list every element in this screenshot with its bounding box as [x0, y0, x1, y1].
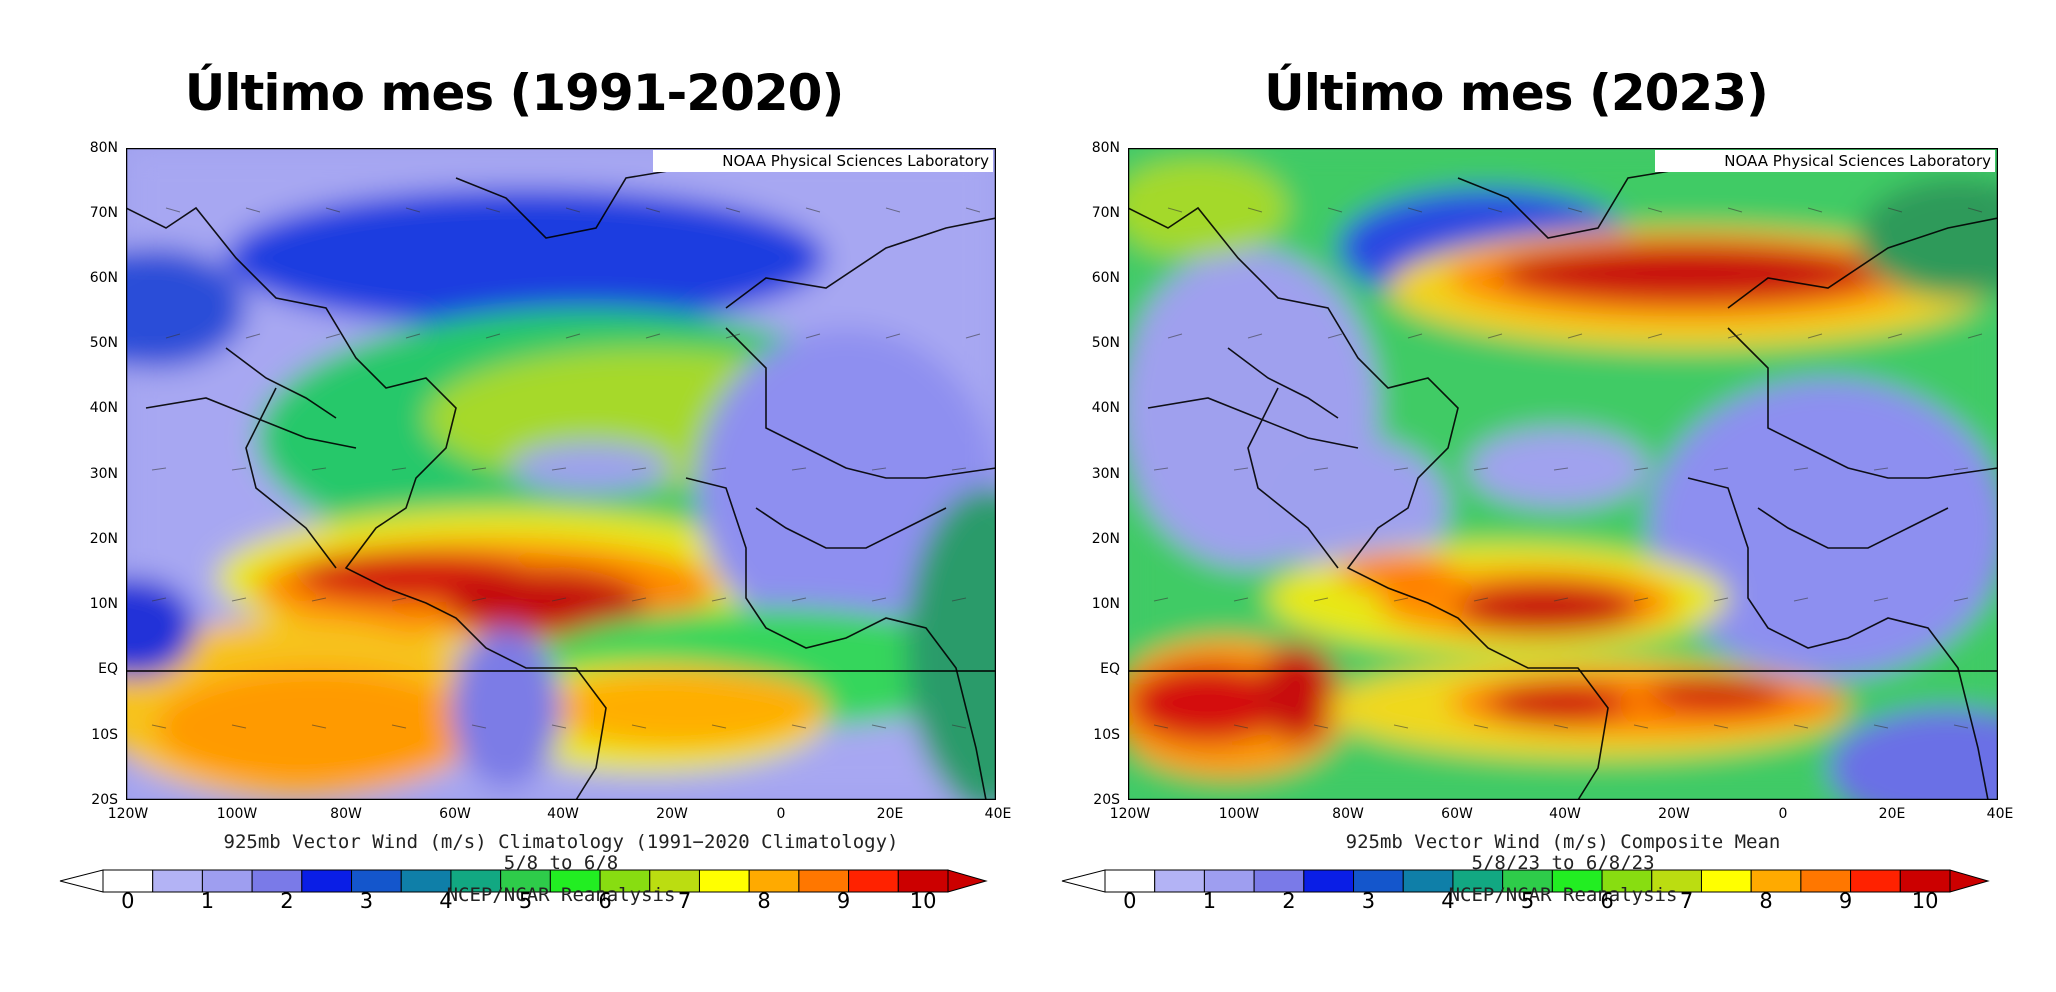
- lat-label: 60N: [1091, 270, 1120, 286]
- colorbar-tick-label: 0: [1123, 889, 1137, 913]
- lon-label: 60W: [439, 806, 471, 822]
- lon-label: 20W: [1658, 806, 1690, 822]
- colorbar-tick-label: 3: [1361, 889, 1376, 913]
- lon-label: 20E: [1878, 806, 1906, 822]
- lon-label: 20W: [656, 806, 688, 822]
- colorbar-tick-label: 6: [1600, 889, 1614, 913]
- colorbar-tick-label: 8: [1759, 889, 1773, 913]
- lat-label: 80N: [89, 140, 118, 156]
- lat-label: 20S: [1093, 792, 1120, 808]
- lon-label: 0: [1778, 806, 1788, 822]
- lat-label: 20N: [89, 531, 118, 547]
- colorbar-tick-label: 2: [1282, 889, 1296, 913]
- caption-source: NCEP/NCAR Reanalysis: [446, 884, 676, 906]
- wind-speed-field: [126, 148, 996, 800]
- lon-label: 0: [776, 806, 786, 822]
- lat-label: 40N: [1091, 400, 1120, 416]
- lat-label: EQ: [1100, 661, 1120, 677]
- lat-label: 40N: [89, 400, 118, 416]
- lat-label: 20N: [1091, 531, 1120, 547]
- lat-label: 70N: [89, 205, 118, 221]
- lat-label: 60N: [89, 270, 118, 286]
- lon-label: 20E: [876, 806, 904, 822]
- lon-label: 100W: [1218, 806, 1260, 822]
- caption-dates: 5/8 to 6/8: [503, 852, 619, 874]
- panel-title: Último mes (1991-2020): [184, 64, 845, 122]
- colorbar-tick-label: 4: [1441, 889, 1455, 913]
- colorbar-tick-label: 10: [1911, 889, 1939, 913]
- colorbar-tick-label: 9: [836, 889, 851, 913]
- colorbar-tick-label: 4: [439, 889, 453, 913]
- lat-label: 70N: [1091, 205, 1120, 221]
- lat-label: 50N: [1091, 335, 1120, 351]
- colorbar-arrow-high: [947, 869, 988, 893]
- wind-map: NOAA Physical Sciences Laboratory: [126, 148, 996, 800]
- colorbar-tick-label: 2: [280, 889, 294, 913]
- lon-label: 80W: [1332, 806, 1364, 822]
- colorbar: [1061, 869, 1990, 893]
- colorbar-tick-label: 7: [677, 889, 692, 913]
- colorbar-tick-label: 10: [909, 889, 937, 913]
- caption-variable: 925mb Vector Wind (m/s) Climatology (199…: [223, 831, 899, 853]
- colorbar-arrow-low: [1061, 869, 1106, 893]
- panel-title: Último mes (2023): [1264, 64, 1769, 122]
- caption-dates: 5/8/23 to 6/8/23: [1471, 852, 1655, 874]
- colorbar-tick-label: 5: [518, 889, 533, 913]
- lon-label: 120W: [107, 806, 149, 822]
- colorbar-tick-label: 3: [359, 889, 374, 913]
- colorbar-tick-label: 9: [1838, 889, 1853, 913]
- caption-variable: 925mb Vector Wind (m/s) Composite Mean: [1345, 831, 1781, 853]
- lat-label: 80N: [1091, 140, 1120, 156]
- lat-label: 10S: [91, 727, 118, 743]
- wind-speed-field: [1128, 148, 1998, 800]
- lat-label: 10S: [1093, 727, 1120, 743]
- colorbar: [59, 869, 988, 893]
- colorbar-arrow-low: [59, 869, 104, 893]
- colorbar-tick-label: 5: [1520, 889, 1535, 913]
- colorbar-arrow-high: [1949, 869, 1990, 893]
- colorbar-tick-label: 1: [200, 889, 215, 913]
- colorbar-tick-label: 1: [1202, 889, 1217, 913]
- credit-label: NOAA Physical Sciences Laboratory: [1655, 150, 1995, 172]
- colorbar-tick-label: 8: [757, 889, 771, 913]
- lon-label: 80W: [330, 806, 362, 822]
- lon-label: 120W: [1109, 806, 1151, 822]
- caption-source: NCEP/NCAR Reanalysis: [1448, 884, 1678, 906]
- panel-2023: Último mes (2023): [1002, 0, 2030, 992]
- lon-label: 40W: [547, 806, 579, 822]
- lon-label: 100W: [216, 806, 258, 822]
- credit-label: NOAA Physical Sciences Laboratory: [653, 150, 993, 172]
- lat-label: 10N: [89, 596, 118, 612]
- wind-map: NOAA Physical Sciences Laboratory: [1128, 148, 1998, 800]
- lon-label: 60W: [1441, 806, 1473, 822]
- lat-label: 20S: [91, 792, 118, 808]
- lat-label: EQ: [98, 661, 118, 677]
- lon-label: 40E: [984, 806, 1012, 822]
- lon-label: 40E: [1986, 806, 2014, 822]
- panel-climatology: Último mes (1991-2020): [59, 64, 1012, 913]
- lat-label: 30N: [1091, 466, 1120, 482]
- lat-label: 50N: [89, 335, 118, 351]
- lon-label: 40W: [1549, 806, 1581, 822]
- colorbar-tick-label: 7: [1679, 889, 1694, 913]
- lat-label: 10N: [1091, 596, 1120, 612]
- lat-label: 30N: [89, 466, 118, 482]
- colorbar-tick-label: 6: [598, 889, 612, 913]
- colorbar-tick-label: 0: [121, 889, 135, 913]
